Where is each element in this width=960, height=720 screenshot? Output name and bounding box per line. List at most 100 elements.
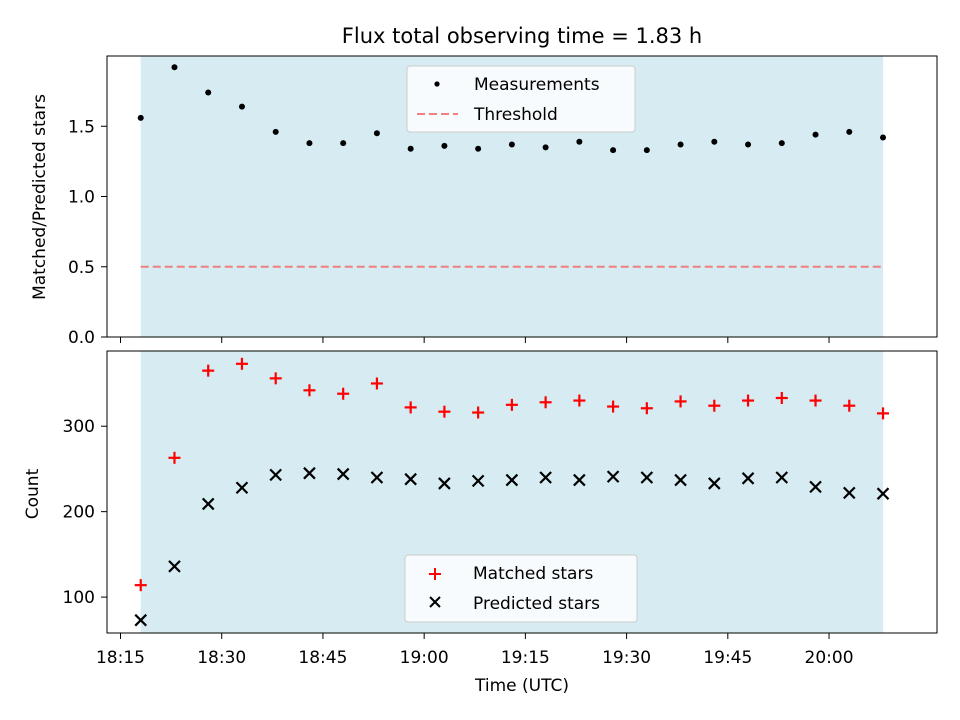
ratio-panel: 0.0 0.5 1.0 1.5 Matched/Predicted stars Mea… — [30, 55, 938, 348]
measurement-point — [643, 147, 650, 154]
x-tick-label: 19:45 — [703, 648, 752, 668]
predicted-star-point — [775, 471, 789, 484]
measurement-point — [778, 140, 785, 147]
predicted-star-point — [573, 473, 586, 487]
predicted-star-point — [134, 613, 148, 627]
ratio-legend-box — [406, 65, 636, 133]
measurement-point — [171, 64, 178, 71]
matched-star-point — [269, 372, 282, 385]
ratio-y-tick-label: 1.0 — [68, 188, 95, 208]
matched-star-point — [438, 405, 451, 418]
measurement-point — [306, 140, 313, 147]
matched-star-point — [877, 407, 890, 420]
predicted-star-point — [741, 472, 755, 485]
matched-star-point — [640, 402, 653, 415]
count-legend-box — [404, 554, 638, 623]
ratio-x-ticks — [119, 337, 830, 343]
predicted-star-point — [201, 497, 215, 511]
predicted-star-point — [640, 471, 654, 484]
ratio-y-ticks: 0.0 0.5 1.0 1.5 — [68, 117, 107, 348]
ratio-y-tick-label: 1.5 — [68, 117, 95, 137]
predicted-star-point — [809, 480, 822, 494]
count-y-axis-label: Count — [23, 468, 43, 519]
measurement-point — [711, 138, 718, 145]
predicted-star-point — [235, 481, 249, 495]
predicted-star-point — [471, 474, 485, 488]
x-tick-label: 19:00 — [400, 648, 449, 668]
measurement-point — [137, 114, 144, 121]
count-y-tick-label: 300 — [63, 417, 95, 437]
measurement-point — [846, 128, 853, 135]
measurement-point — [441, 142, 448, 149]
matched-star-points — [134, 357, 890, 592]
matched-star-point — [742, 394, 755, 407]
legend-measurements-marker — [434, 81, 440, 87]
measurement-point — [880, 134, 887, 141]
x-tick-label: 18:45 — [298, 648, 347, 668]
chart-title: Flux total observing time = 1.83 h — [342, 24, 702, 48]
measurement-points — [137, 64, 887, 154]
predicted-star-point — [269, 468, 282, 482]
measurement-point — [812, 131, 819, 138]
x-tick-label: 19:30 — [602, 648, 651, 668]
matched-star-point — [235, 357, 248, 370]
matched-star-point — [370, 377, 383, 390]
count-y-tick-label: 100 — [63, 588, 95, 608]
matched-star-point — [404, 401, 417, 414]
matched-star-point — [539, 396, 552, 409]
count-y-ticks: 100 200 300 — [63, 417, 107, 608]
measurement-point — [340, 140, 347, 147]
predicted-star-point — [505, 473, 519, 487]
legend-threshold-label: Threshold — [473, 105, 558, 125]
measurement-point — [576, 138, 583, 145]
count-panel-frame — [106, 350, 938, 634]
measurement-point — [745, 141, 752, 148]
predicted-star-point — [876, 487, 890, 500]
matched-star-point — [505, 398, 518, 411]
predicted-star-points — [134, 466, 890, 627]
measurement-point — [475, 145, 482, 152]
ratio-y-tick-label: 0.0 — [68, 328, 95, 348]
matched-star-point — [573, 394, 586, 407]
matched-star-point — [843, 399, 856, 412]
measurement-point — [407, 145, 414, 152]
measurement-point — [238, 103, 245, 110]
matched-star-point — [775, 392, 788, 404]
predicted-star-point — [842, 486, 856, 500]
matched-star-point — [472, 406, 485, 419]
matched-star-point — [134, 579, 147, 592]
ratio-legend: Measurements Threshold — [406, 65, 636, 133]
matched-star-point — [303, 384, 316, 397]
legend-predicted-label: Predicted stars — [473, 594, 600, 614]
x-tick-label: 18:15 — [96, 648, 145, 668]
ratio-y-tick-label: 0.5 — [68, 258, 95, 278]
count-panel: 100 200 300 18:15 18:30 18:45 19:00 19:15 19:30… — [23, 350, 938, 696]
matched-star-point — [607, 400, 620, 413]
x-tick-label: 20:00 — [805, 648, 854, 668]
ratio-y-axis-label: Matched/Predicted stars — [30, 94, 50, 300]
predicted-star-point — [336, 467, 350, 481]
matched-star-point — [809, 394, 822, 407]
x-tick-label: 19:15 — [501, 648, 550, 668]
predicted-star-point — [674, 473, 687, 487]
matched-star-point — [708, 399, 721, 412]
predicted-star-point — [606, 470, 620, 483]
count-x-ticks: 18:15 18:30 18:45 19:00 19:15 19:30 19:45 20:00 — [96, 633, 854, 668]
matched-star-point — [337, 387, 350, 400]
legend-matched-label: Matched stars — [473, 564, 593, 584]
measurement-point — [610, 147, 617, 154]
x-tick-label: 18:30 — [197, 648, 246, 668]
matched-star-point — [168, 451, 181, 464]
legend-measurements-label: Measurements — [474, 75, 600, 95]
matched-star-point — [674, 395, 687, 408]
legend-predicted-marker — [429, 596, 441, 608]
predicted-star-point — [438, 477, 451, 490]
measurement-point — [677, 141, 684, 148]
predicted-star-point — [404, 472, 417, 486]
measurement-point — [272, 128, 279, 135]
x-axis-label: Time (UTC) — [474, 676, 569, 696]
matched-star-point — [202, 364, 215, 377]
measurement-point — [542, 144, 549, 151]
count-y-tick-label: 200 — [63, 503, 95, 523]
